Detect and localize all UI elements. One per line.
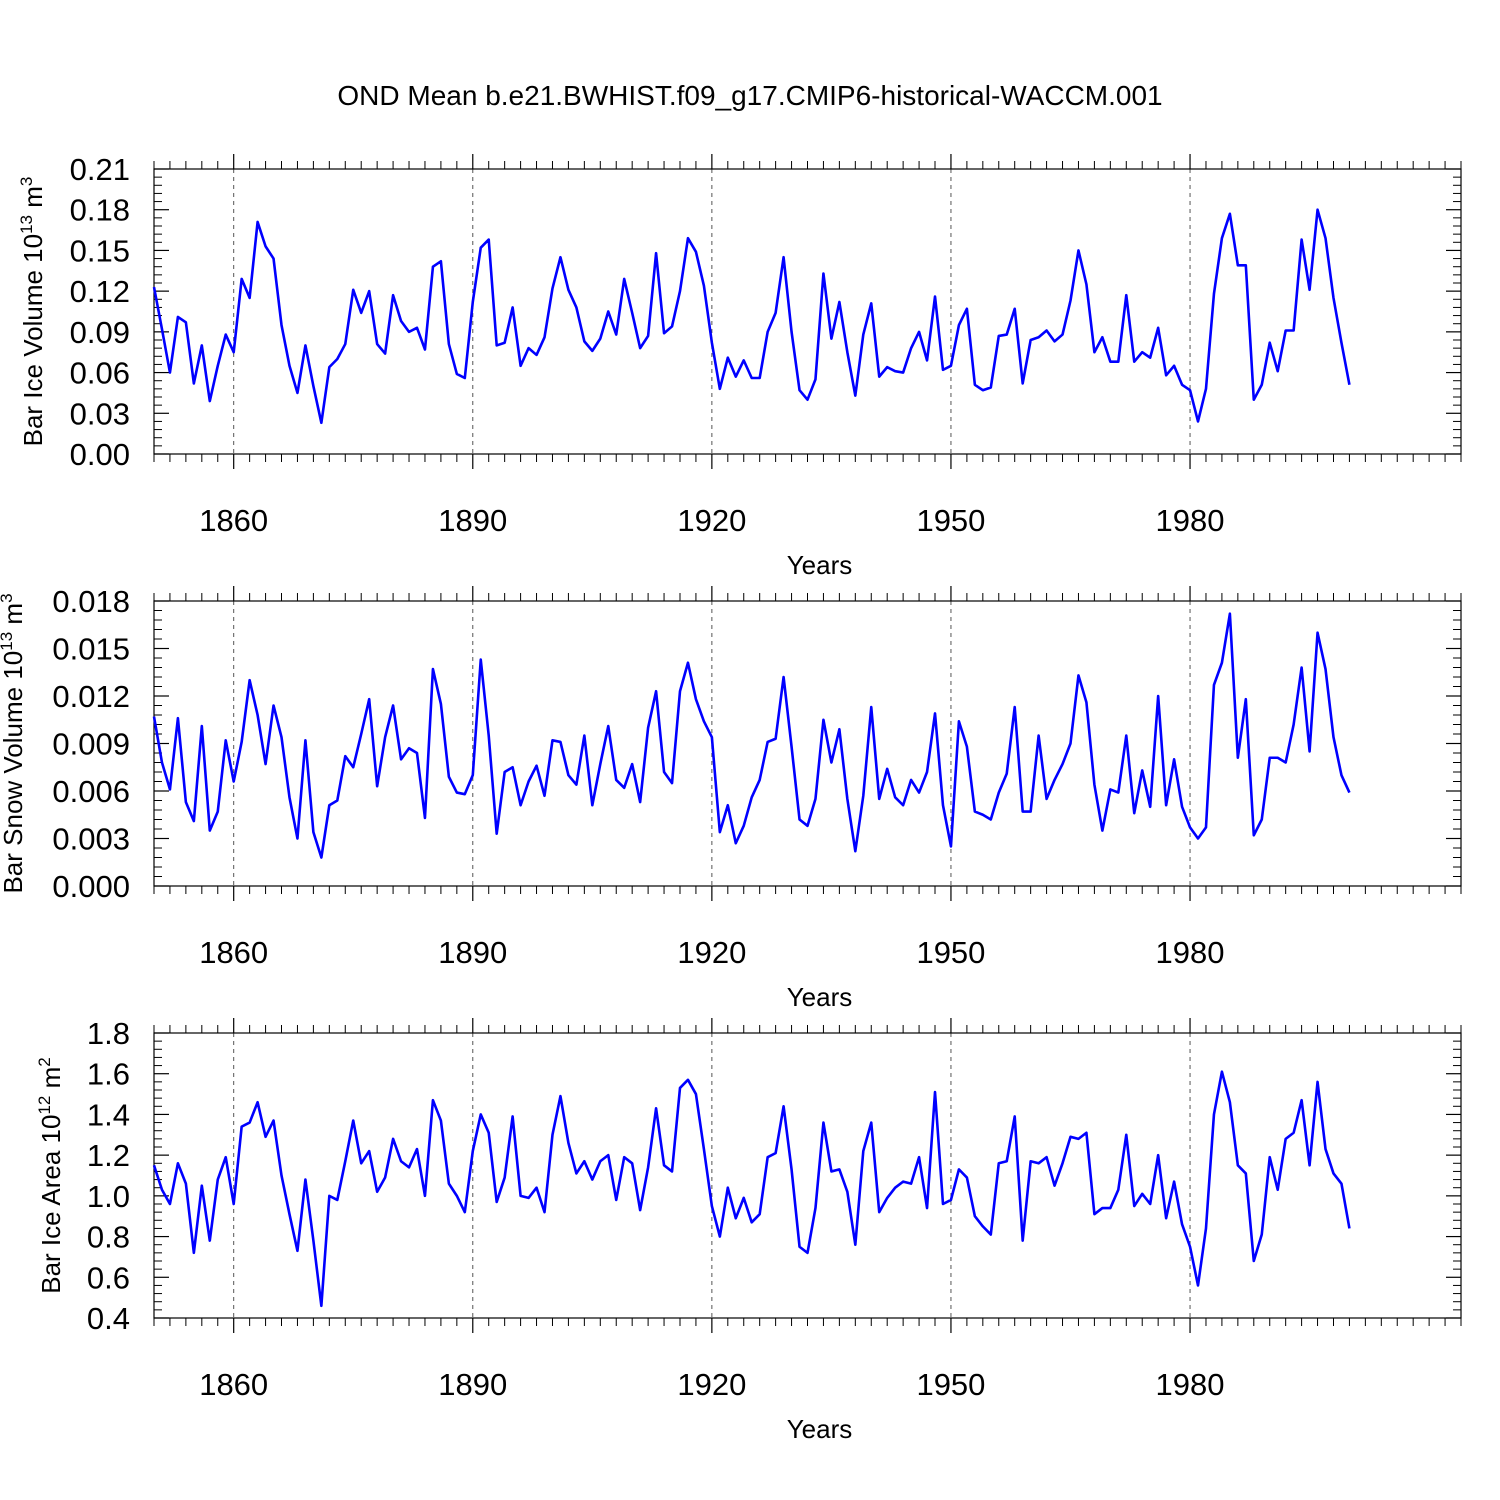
y-axis-label-unit-exponent: 3 [0,593,16,602]
y-tick-label: 0.009 [52,727,130,762]
figure-title: OND Mean b.e21.BWHIST.f09_g17.CMIP6-hist… [337,80,1163,111]
y-tick-label: 0.6 [87,1260,130,1295]
y-axis-label-unit: m [18,186,48,215]
y-tick-label: 1.6 [87,1057,130,1092]
chart-panel-1: 1860 1890 1920 1950 1980 0.00 0.03 0.06 0.09 0.12… [17,152,1462,580]
y-tick-label: 0.18 [70,193,130,228]
y-axis-label-unit-exponent: 3 [17,177,36,186]
x-axis-label: Years [787,550,853,580]
x-tick-label: 1860 [199,1367,268,1402]
x-tick-label: 1980 [1156,935,1225,970]
chart-panel-3: 1860 1890 1920 1950 1980 0.4 0.6 0.8 1.0 1.2 1.4 1.… [35,1016,1462,1444]
series-line-1 [152,1070,1351,1308]
y-tick-label: 0.09 [70,315,130,350]
x-tick-label: 1980 [1156,503,1225,538]
y-axis-label: Bar Snow Volume 1013 m3 [0,593,28,893]
x-tick-label: 1980 [1156,1367,1225,1402]
y-tick-label: 0.03 [70,396,130,431]
x-tick-label: 1890 [438,935,507,970]
y-tick-label: 0.21 [70,152,130,187]
y-axis-label-text: Bar Ice Area 10 [36,1115,66,1294]
series-line-1 [152,208,1351,425]
x-tick-label: 1950 [916,935,985,970]
x-axis-label: Years [787,1414,853,1444]
y-tick-label: 0.000 [52,869,130,904]
y-axis-label-exponent: 13 [17,215,36,234]
y-tick-label: 0.8 [87,1220,130,1255]
y-tick-label: 1.4 [87,1097,130,1132]
y-tick-label: 0.015 [52,632,130,667]
y-tick-label: 1.8 [87,1016,130,1051]
series-line-1 [152,612,1351,859]
x-tick-label: 1950 [916,503,985,538]
x-tick-label: 1890 [438,503,507,538]
y-axis-label-unit-exponent: 2 [35,1057,54,1066]
y-tick-label: 0.15 [70,233,130,268]
y-axis-label: Bar Ice Area 1012 m2 [35,1057,66,1294]
x-tick-label: 1950 [916,1367,985,1402]
x-tick-label: 1920 [677,935,746,970]
y-tick-label: 0.003 [52,822,130,857]
y-tick-label: 1.2 [87,1138,130,1173]
y-axis-label-unit: m [0,603,28,632]
y-tick-label: 0.00 [70,437,130,472]
x-tick-label: 1890 [438,1367,507,1402]
y-tick-label: 0.012 [52,679,130,714]
x-axis-label: Years [787,982,853,1012]
y-tick-label: 1.0 [87,1179,130,1214]
y-tick-label: 0.4 [87,1301,130,1336]
x-tick-label: 1860 [199,503,268,538]
x-tick-label: 1920 [677,503,746,538]
y-tick-label: 0.12 [70,274,130,309]
y-axis-label-text: Bar Snow Volume 10 [0,651,28,894]
y-tick-label: 0.018 [52,584,130,619]
x-tick-label: 1860 [199,935,268,970]
plot-frame [153,600,1462,887]
y-axis-label-text: Bar Ice Volume 10 [18,234,48,446]
y-axis-label-exponent: 13 [0,632,16,651]
y-axis-label-exponent: 12 [35,1096,54,1115]
chart-panel-2: 1860 1890 1920 1950 1980 0.000 0.003 0.006 0.009… [0,584,1462,1012]
y-tick-label: 0.06 [70,356,130,391]
y-tick-label: 0.006 [52,774,130,809]
y-axis-label: Bar Ice Volume 1013 m3 [17,177,48,447]
x-tick-label: 1920 [677,1367,746,1402]
plot-frame [153,1032,1462,1319]
y-axis-label-unit: m [36,1067,66,1096]
